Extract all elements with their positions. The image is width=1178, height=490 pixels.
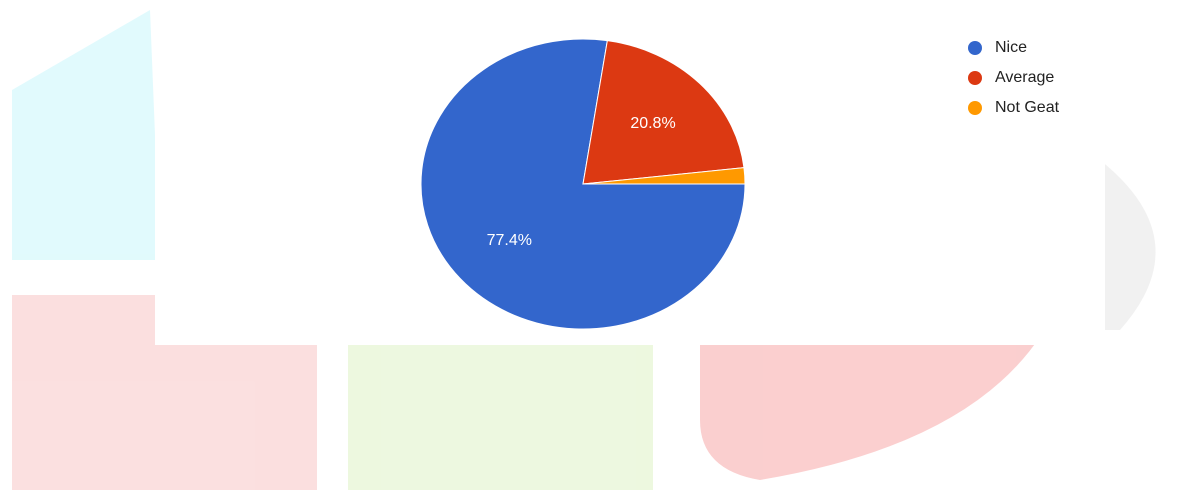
watermark-shape xyxy=(12,10,160,260)
pie-slice xyxy=(582,167,746,185)
pie: 77.4% 20.8% xyxy=(420,38,746,330)
legend-label: Average xyxy=(995,69,1054,86)
legend-swatch xyxy=(968,101,982,115)
legend-label: Nice xyxy=(995,39,1027,56)
watermark-shape xyxy=(1100,160,1156,330)
legend-label: Not Geat xyxy=(995,99,1060,116)
data-label: 20.8% xyxy=(630,115,675,132)
legend-swatch xyxy=(968,41,982,55)
legend: Nice Average Not Geat xyxy=(968,39,1060,116)
pie-slice xyxy=(582,40,745,185)
legend-swatch xyxy=(968,71,982,85)
data-label: 77.4% xyxy=(487,232,532,249)
